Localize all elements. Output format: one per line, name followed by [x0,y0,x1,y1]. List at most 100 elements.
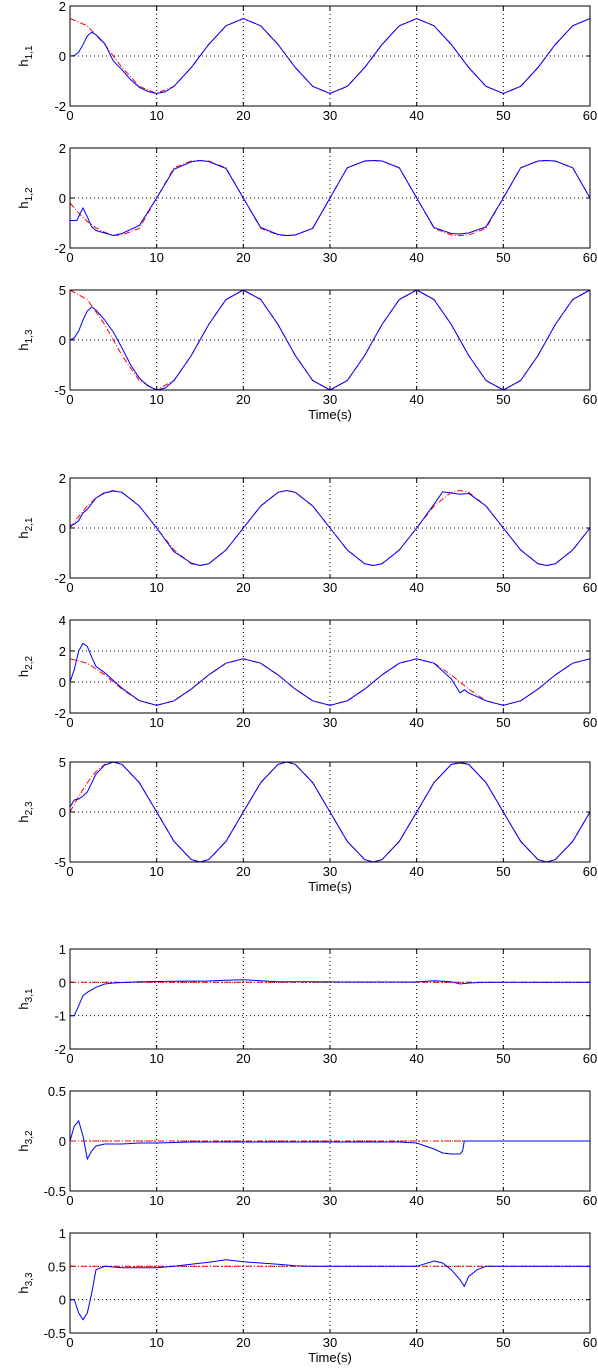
x-tick-label: 0 [66,864,73,879]
x-tick-label: 50 [496,392,510,407]
x-tick-label: 20 [236,1051,250,1066]
y-tick-label: 1 [59,942,66,957]
x-tick-label: 20 [236,250,250,265]
x-tick-label: 50 [496,580,510,595]
y-axis-label: h3,2 [16,1130,35,1152]
x-tick-label: 10 [149,392,163,407]
axes-frame [69,619,591,714]
x-tick-label: 40 [409,580,423,595]
axes-frame [69,477,591,579]
y-tick-label: 5 [59,755,66,770]
x-tick-label: 20 [236,715,250,730]
series-estimate [69,489,591,567]
panel-h3-1: 0 10 20 30 40 50 60 -2 -1 0 1 h3,1 [16,942,597,1066]
x-tick-label: 40 [409,864,423,879]
y-axis-label: h1,1 [16,45,35,67]
axes-frame [69,1232,591,1334]
panel-h3-2: 0 10 20 30 40 50 60-0.500.5h3,2 [16,1084,597,1208]
y-label-main: h [16,670,31,677]
x-tick-label: 30 [323,580,337,595]
x-tick-label: 50 [496,1193,510,1208]
x-tick-label: 0 [66,108,73,123]
y-label-main: h [16,815,31,822]
plot-area [70,620,590,713]
axes-frame [69,761,591,863]
x-tick-label: 30 [323,108,337,123]
x-tick-label: 0 [66,580,73,595]
y-label-main: h [16,1002,31,1009]
y-label-main: h [16,1286,31,1293]
x-tick-label: 50 [496,108,510,123]
y-tick-label: 2 [59,471,66,486]
x-tick-label: 20 [236,864,250,879]
y-tick-label: 0 [59,49,66,64]
x-tick-label: 60 [583,392,597,407]
x-tick-label: 10 [149,1051,163,1066]
x-axis-label: Time(s) [308,407,352,422]
y-label-subscript: 2,3 [24,801,35,815]
x-axis-label: Time(s) [308,879,352,894]
y-tick-label: 4 [59,613,66,628]
y-axis-label: h1,2 [16,187,35,209]
y-axis-label: h1,3 [16,329,35,351]
y-axis-label: h2,2 [16,655,35,677]
y-label-subscript: 3,3 [24,1272,35,1286]
x-tick-label: 10 [149,864,163,879]
y-tick-label: 0 [59,333,66,348]
y-axis-label: h2,1 [16,517,35,539]
x-tick-label: 10 [149,715,163,730]
y-tick-label: -2 [54,99,66,114]
y-label-main: h [16,201,31,208]
y-tick-label: 1 [59,1226,66,1241]
y-tick-label: -2 [54,241,66,256]
y-tick-label: 0 [59,191,66,206]
axes-frame [69,289,591,391]
x-tick-label: 40 [409,1193,423,1208]
x-tick-label: 0 [66,1335,73,1350]
series-estimate [69,642,591,706]
y-tick-label: -2 [54,571,66,586]
x-tick-label: 60 [583,715,597,730]
x-tick-label: 10 [149,250,163,265]
x-tick-label: 60 [583,864,597,879]
x-tick-label: 20 [236,392,250,407]
x-tick-label: 60 [583,1193,597,1208]
y-tick-label: -0.5 [44,1326,66,1341]
axes-frame [69,1090,591,1192]
x-tick-label: 30 [323,250,337,265]
x-tick-label: 0 [66,250,73,265]
x-tick-label: 60 [583,580,597,595]
x-tick-label: 40 [409,392,423,407]
x-tick-label: 40 [409,250,423,265]
x-tick-label: 40 [409,1051,423,1066]
x-tick-label: 60 [583,1335,597,1350]
series-estimate [69,1119,590,1161]
y-tick-label: 0.5 [48,1084,66,1099]
y-tick-label: 0 [59,975,66,990]
x-tick-label: 0 [66,715,73,730]
y-tick-label: 2 [59,0,66,14]
x-tick-label: 50 [496,1051,510,1066]
axes-frame [69,5,591,107]
y-label-subscript: 3,2 [24,1130,35,1144]
y-axis-label: h2,3 [16,801,35,823]
y-label-subscript: 1,1 [24,45,35,59]
axes-frame [69,147,591,249]
x-tick-label: 20 [236,1335,250,1350]
y-tick-label: 5 [59,283,66,298]
x-tick-label: 10 [149,580,163,595]
x-tick-label: 30 [323,1335,337,1350]
x-axis-label: Time(s) [308,1350,352,1365]
x-tick-label: 20 [236,108,250,123]
series-estimate [69,761,591,863]
x-tick-label: 10 [149,108,163,123]
x-tick-label: 10 [149,1193,163,1208]
y-label-subscript: 2,1 [24,517,35,531]
y-tick-label: -2 [54,1042,66,1057]
